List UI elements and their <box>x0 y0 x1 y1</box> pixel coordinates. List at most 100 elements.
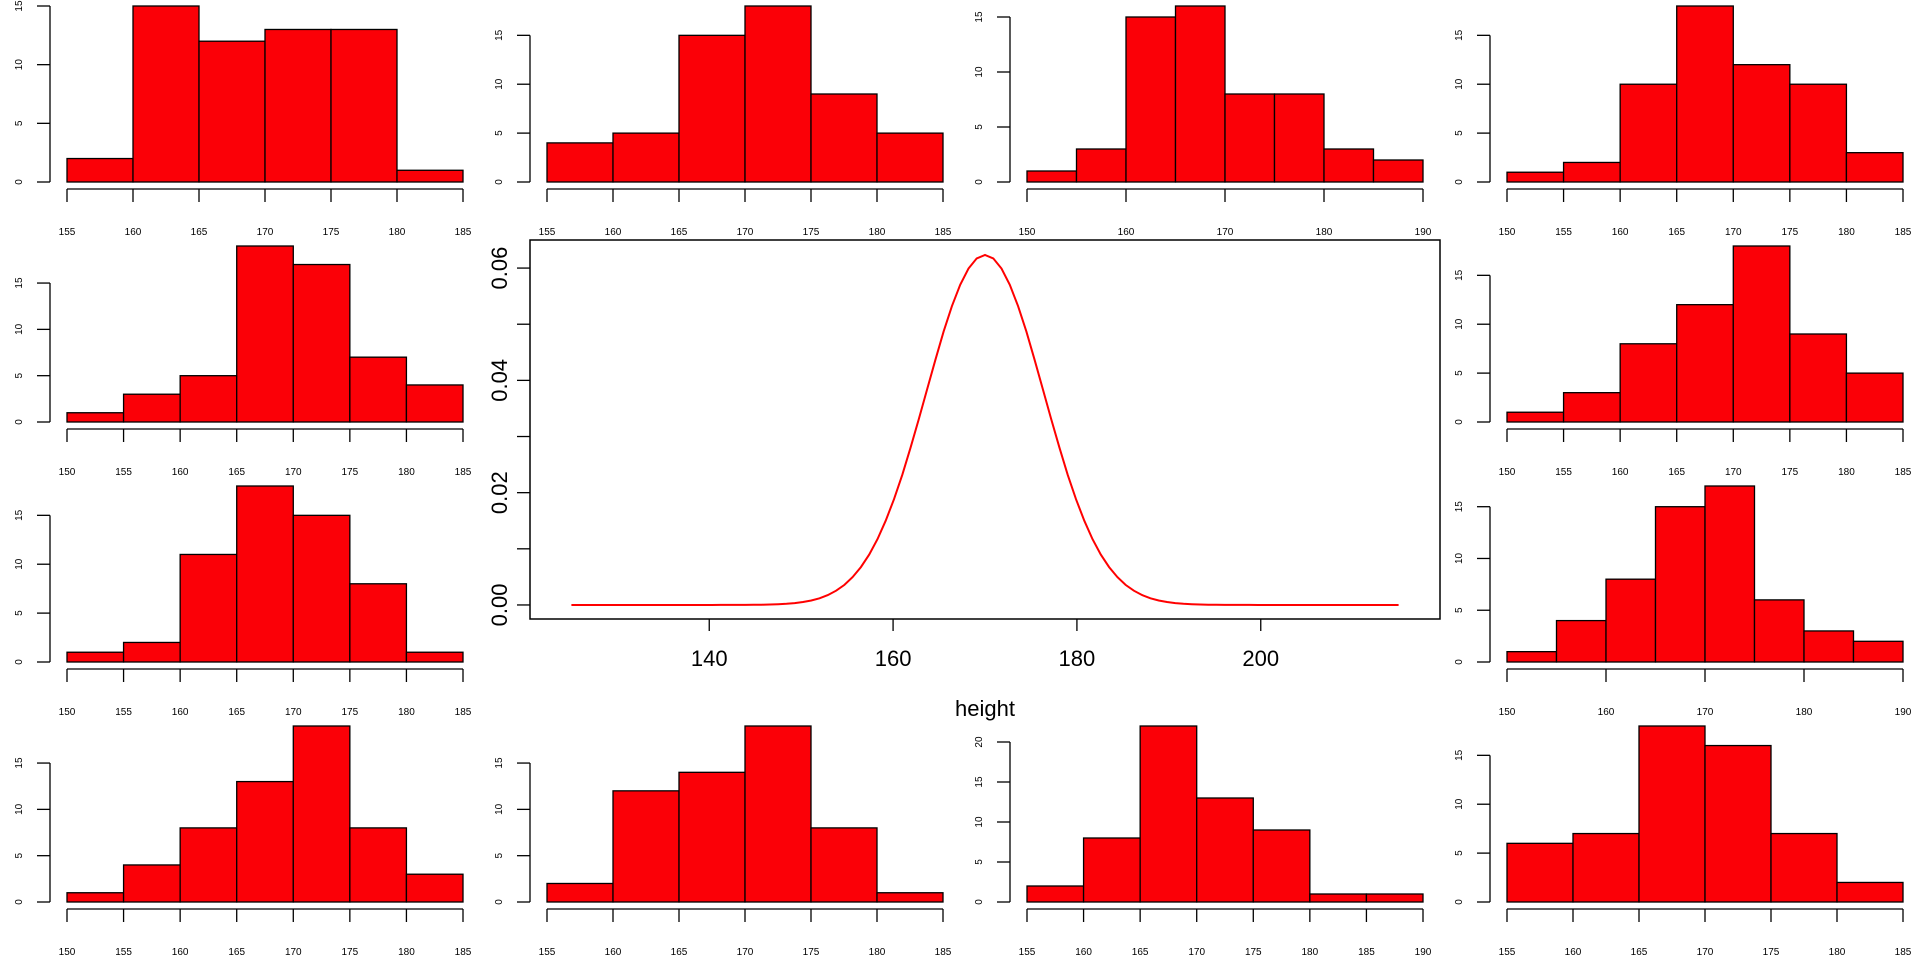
histogram-bar <box>1845 152 1904 183</box>
histogram-bar <box>546 882 614 903</box>
histogram-bar <box>1224 93 1276 183</box>
histogram-bar <box>292 725 351 903</box>
y-tick-label: 10 <box>1454 318 1465 330</box>
y-tick-label: 5 <box>494 130 505 136</box>
x-tick-label: 165 <box>1631 947 1648 958</box>
histogram-bar <box>1562 161 1621 183</box>
y-tick-label: 15 <box>14 0 25 12</box>
x-tick-label: 155 <box>1555 227 1572 238</box>
x-tick-label: 185 <box>1895 467 1912 478</box>
histogram-panel: 0 5 10 15 150 155 160 165 170 175 180 185 <box>14 245 472 478</box>
x-tick-label: 175 <box>323 227 340 238</box>
x-tick-label: 165 <box>228 947 245 958</box>
x-tick-label: 170 <box>1217 227 1234 238</box>
x-tick-label: 160 <box>1075 947 1092 958</box>
x-tick-label: 160 <box>172 467 189 478</box>
histogram-bar <box>1704 744 1772 903</box>
histogram-bar <box>1026 170 1078 183</box>
x-tick-label: 155 <box>115 707 132 718</box>
y-tick-label: 0.06 <box>487 247 512 290</box>
x-tick-label: 175 <box>342 467 359 478</box>
y-tick-label: 15 <box>1454 749 1465 761</box>
histogram-bar <box>1676 5 1734 183</box>
y-tick-label: 15 <box>1454 501 1465 513</box>
histogram-bar <box>236 780 294 903</box>
histogram-bar <box>1323 148 1375 183</box>
histogram-bar <box>744 725 812 903</box>
y-tick-label: 15 <box>974 11 985 23</box>
histogram-panel: 0 5 10 15 20 155 160 165 170 175 180 185 190 <box>974 725 1432 958</box>
y-tick-label: 20 <box>974 736 985 748</box>
y-tick-label: 5 <box>1454 370 1465 376</box>
histogram-bar <box>1075 148 1127 183</box>
y-tick-label: 5 <box>494 852 505 858</box>
histogram-bar <box>1845 372 1904 423</box>
y-tick-label: 10 <box>14 558 25 570</box>
histogram-bar <box>1732 245 1791 423</box>
histogram-bar <box>1572 832 1640 903</box>
x-tick-label: 165 <box>1668 227 1685 238</box>
x-tick-label: 160 <box>1598 707 1615 718</box>
x-tick-label: 170 <box>285 947 302 958</box>
x-tick-label: 185 <box>1895 227 1912 238</box>
y-tick-label: 0 <box>974 899 985 905</box>
x-tick-label: 160 <box>1612 467 1629 478</box>
histogram-bar <box>66 157 134 183</box>
x-tick-label: 155 <box>59 227 76 238</box>
y-tick-label: 0 <box>494 899 505 905</box>
histogram-bar <box>1252 829 1311 903</box>
histogram-panel: 0 5 10 15 150 155 160 165 170 175 180 185 <box>1454 5 1912 238</box>
x-tick-label: 170 <box>285 707 302 718</box>
histogram-panel: 0 5 10 15 150 155 160 165 170 175 180 185 <box>14 725 472 958</box>
histogram-bar <box>1704 485 1756 663</box>
histogram-bar <box>1125 16 1177 183</box>
x-tick-label: 175 <box>1782 467 1799 478</box>
x-tick-label: 190 <box>1415 227 1432 238</box>
x-tick-label: 150 <box>1499 707 1516 718</box>
x-tick-label: 180 <box>398 947 415 958</box>
histogram-bar <box>612 132 680 183</box>
histogram-bar <box>1506 411 1565 423</box>
histogram-bar <box>810 827 878 903</box>
histogram-bar <box>122 393 181 423</box>
x-tick-label: 160 <box>172 947 189 958</box>
y-tick-label: 15 <box>14 277 25 289</box>
x-tick-label: 180 <box>1796 707 1813 718</box>
y-tick-label: 0.00 <box>487 584 512 627</box>
histogram-bar <box>1638 725 1706 903</box>
x-tick-label: 185 <box>935 227 952 238</box>
y-tick-label: 15 <box>974 776 985 788</box>
x-tick-label: 175 <box>803 227 820 238</box>
x-tick-label: 175 <box>803 947 820 958</box>
histogram-bar <box>1852 640 1904 663</box>
histogram-bar <box>612 790 680 903</box>
histogram-bar <box>1789 83 1848 183</box>
histogram-bar <box>179 827 238 903</box>
y-tick-label: 10 <box>974 66 985 78</box>
x-tick-label: 180 <box>398 467 415 478</box>
histogram-bar <box>396 169 464 183</box>
y-tick-label: 5 <box>974 124 985 130</box>
x-tick-label: 175 <box>1782 227 1799 238</box>
histogram-bar <box>236 245 294 423</box>
histogram-panel: 0 5 10 15 150 160 170 180 190 <box>974 5 1432 238</box>
density-plot: 140 160 180 200 0.00 0.02 0.04 0.06 height <box>487 239 1441 721</box>
histogram-bar <box>1789 333 1848 423</box>
x-tick-label: 160 <box>125 227 142 238</box>
histogram-panel: 0 5 10 15 150 155 160 165 170 175 180 185 <box>1454 245 1912 478</box>
x-tick-label: 175 <box>342 707 359 718</box>
histogram-bar <box>876 892 944 903</box>
histogram-bar <box>546 142 614 183</box>
histogram-bar <box>198 40 266 183</box>
histogram-bar <box>1506 171 1565 183</box>
x-tick-label: 180 <box>1059 646 1096 671</box>
x-tick-label: 185 <box>455 947 472 958</box>
histogram-panel: 0 5 10 15 155 160 165 170 175 180 185 <box>1454 725 1912 958</box>
histogram-panel: 0 5 10 15 150 155 160 165 170 175 180 185 <box>14 485 472 718</box>
y-tick-label: 15 <box>1454 29 1465 41</box>
histogram-bar <box>236 485 294 663</box>
histogram-bar <box>405 873 464 903</box>
histogram-bar <box>1174 5 1226 183</box>
x-tick-label: 160 <box>1118 227 1135 238</box>
